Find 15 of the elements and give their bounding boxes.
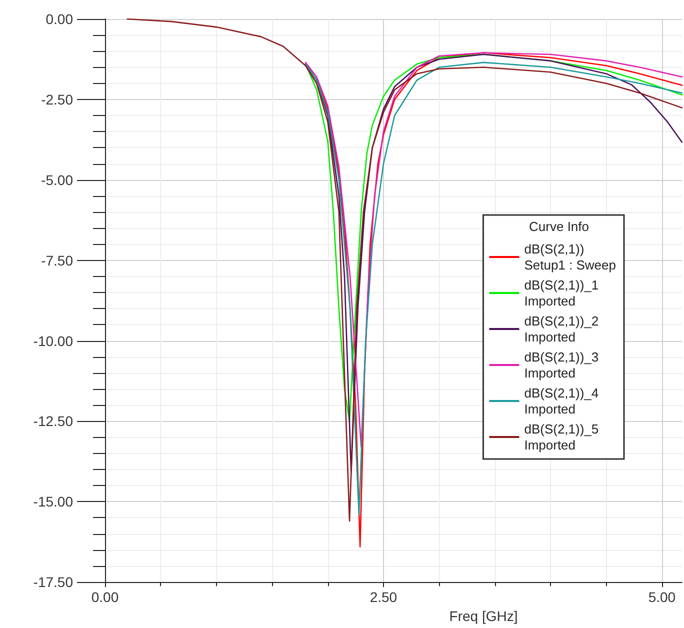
y-tick-label: -2.50 xyxy=(41,91,74,108)
y-tick-label: -10.00 xyxy=(33,332,74,349)
x-tick-label: 0.00 xyxy=(91,589,119,606)
x-axis-title: Freq [GHz] xyxy=(449,608,518,624)
line-series xyxy=(126,18,683,522)
y-tick-label: -15.00 xyxy=(33,494,74,510)
y-tick-label: -12.50 xyxy=(33,413,74,430)
y-tick-label: -17.50 xyxy=(33,574,74,590)
y-tick-label: -7.50 xyxy=(41,252,74,268)
legend-title: Curve Info xyxy=(529,219,590,234)
x-tick-label: 5.00 xyxy=(648,589,676,606)
legend-label: dB(S(2,1))_5 Imported xyxy=(524,422,599,452)
x-tick-label: 2.50 xyxy=(370,589,398,606)
y-tick-label: 0.00 xyxy=(46,11,74,27)
y-tick-label: -5.00 xyxy=(41,172,74,188)
